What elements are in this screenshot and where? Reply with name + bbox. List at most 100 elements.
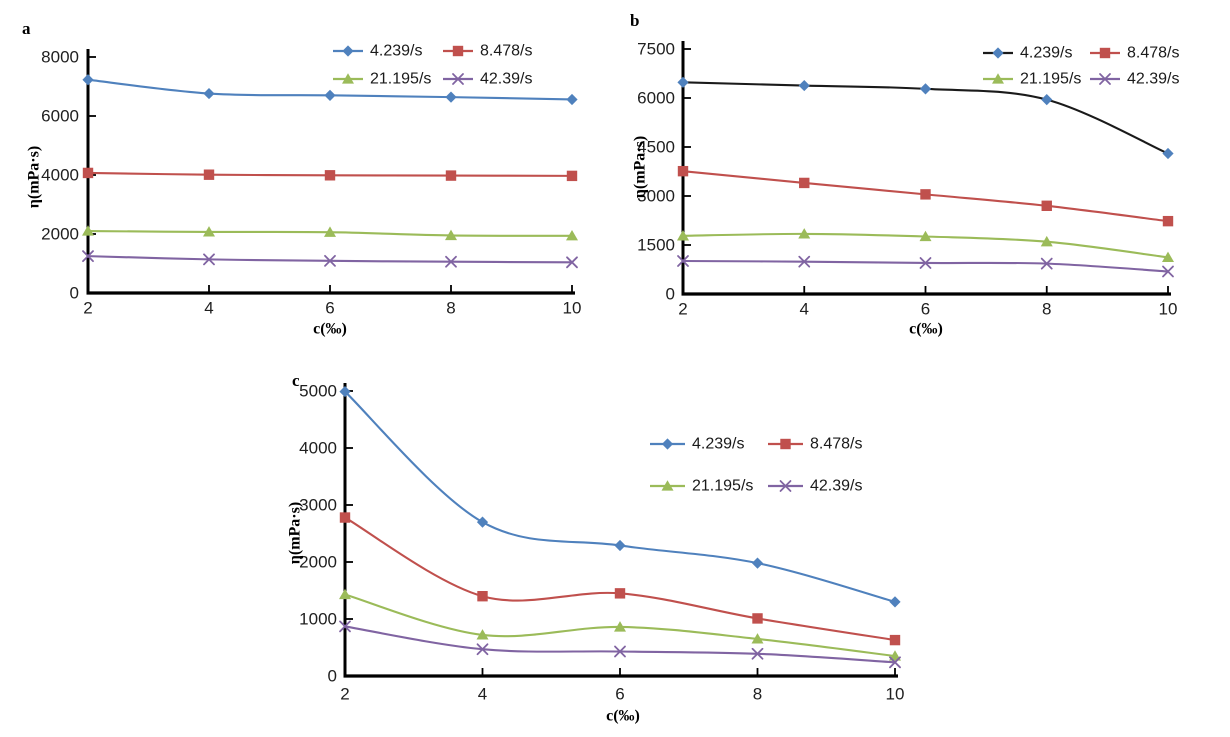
svg-text:4500: 4500 — [637, 138, 675, 157]
y-tick-labels: 0 2000 4000 6000 8000 — [41, 48, 79, 303]
legend-item-21.195/s: 21.195/s — [333, 71, 431, 88]
legend-item-21.195/s: 21.195/s — [650, 478, 753, 495]
y-axis-title: η(mPa·s) — [26, 146, 43, 208]
square-marker — [445, 170, 457, 181]
chart-svg-b: 0 1500 3000 4500 6000 7500 2 4 6 8 10 c(‰) η(mPa·s) 4… — [632, 40, 1180, 338]
legend-label: 4.239/s — [692, 436, 744, 453]
diamond-marker — [82, 74, 94, 86]
square-marker — [477, 591, 488, 602]
svg-text:0: 0 — [70, 284, 79, 303]
y-axis-title: η(mPa·s) — [632, 136, 649, 198]
svg-text:3000: 3000 — [299, 496, 337, 515]
diamond-marker — [445, 91, 457, 103]
legend-item-4.239/s: 4.239/s — [333, 43, 422, 60]
diamond-marker — [324, 89, 336, 101]
svg-text:4000: 4000 — [41, 166, 79, 185]
square-marker — [324, 170, 336, 181]
triangle-marker — [798, 228, 811, 239]
svg-text:2: 2 — [678, 300, 687, 319]
svg-text:0: 0 — [666, 285, 675, 304]
y-tick-labels: 0 1000 2000 3000 4000 5000 — [299, 382, 337, 686]
svg-text:0: 0 — [328, 667, 337, 686]
svg-text:3000: 3000 — [637, 187, 675, 206]
svg-text:4: 4 — [478, 685, 487, 704]
diamond-marker — [919, 83, 932, 95]
legend-label: 4.239/s — [370, 43, 422, 60]
series-42.39/s — [82, 250, 578, 269]
x-marker — [203, 253, 215, 266]
x-marker — [1162, 265, 1174, 278]
diamond-marker — [677, 76, 689, 88]
svg-text:2: 2 — [340, 685, 349, 704]
x-marker — [566, 256, 578, 269]
svg-text:8: 8 — [446, 299, 455, 318]
x-axis-title: c(‰) — [909, 321, 943, 338]
triangle-marker — [566, 229, 578, 241]
series-21.195/s — [339, 588, 901, 661]
svg-text:6: 6 — [325, 299, 334, 318]
svg-text:10: 10 — [1159, 300, 1178, 319]
square-marker — [566, 170, 578, 182]
legend: 4.239/s 8.478/s 21.195/s 42.39/s — [333, 43, 532, 88]
square-marker — [614, 588, 626, 599]
square-marker — [1041, 200, 1052, 211]
series-line — [343, 625, 897, 664]
legend-label: 42.39/s — [1127, 71, 1179, 88]
square-marker — [780, 438, 791, 450]
series-8.478/s — [82, 167, 578, 182]
diamond-marker — [339, 385, 351, 398]
square-marker — [82, 167, 94, 179]
diamond-marker — [342, 45, 354, 57]
legend-item-4.239/s: 4.239/s — [650, 436, 744, 453]
triangle-marker — [342, 73, 354, 84]
square-marker — [677, 165, 689, 177]
square-marker — [339, 512, 351, 523]
chart-panel-b: b 0 1500 3000 4500 6000 7500 2 4 6 8 10 c(‰) η(mPa·s… — [615, 0, 1230, 345]
legend-item-8.478/s: 8.478/s — [768, 436, 862, 453]
x-marker — [677, 255, 689, 267]
triangle-marker — [476, 629, 489, 640]
svg-text:6: 6 — [615, 685, 624, 704]
svg-text:1500: 1500 — [637, 236, 675, 255]
x-marker — [452, 73, 464, 85]
series-42.39/s — [339, 620, 901, 669]
svg-text:4: 4 — [800, 300, 809, 319]
diamond-marker — [661, 438, 674, 450]
series-line — [343, 390, 897, 603]
svg-text:7500: 7500 — [637, 40, 675, 59]
panel-label-a: a — [22, 19, 31, 38]
legend-label: 42.39/s — [810, 478, 862, 495]
square-marker — [889, 634, 901, 646]
legend-label: 21.195/s — [692, 478, 753, 495]
legend-item-21.195/s: 21.195/s — [983, 71, 1081, 88]
triangle-marker — [1162, 251, 1174, 263]
x-marker — [889, 656, 901, 669]
triangle-marker — [445, 229, 457, 241]
axes — [343, 383, 898, 678]
legend: 4.239/s 8.478/s 21.195/s 42.39/s — [650, 436, 862, 495]
panel-label-c: c — [292, 371, 300, 390]
legend-label: 21.195/s — [370, 71, 431, 88]
triangle-marker — [661, 480, 674, 491]
square-marker — [799, 177, 810, 189]
square-marker — [203, 169, 215, 180]
triangle-marker — [339, 588, 351, 600]
legend-item-42.39/s: 42.39/s — [443, 71, 532, 88]
x-marker — [476, 643, 489, 656]
chart-panel-c: c 0 1000 2000 3000 4000 5000 2 4 6 8 10 c(‰) η(mPa·s… — [280, 360, 940, 737]
legend-item-4.239/s: 4.239/s — [983, 45, 1072, 62]
legend-label: 8.478/s — [480, 43, 532, 60]
x-marker — [614, 645, 626, 658]
triangle-marker — [751, 633, 764, 644]
x-marker — [779, 480, 792, 492]
svg-text:8: 8 — [753, 685, 762, 704]
legend-label: 8.478/s — [1127, 45, 1179, 62]
square-marker — [920, 189, 931, 200]
tick-marks — [346, 390, 896, 675]
diamond-marker — [1162, 147, 1174, 160]
svg-text:10: 10 — [563, 299, 582, 318]
panel-label-b: b — [630, 11, 640, 30]
svg-text:4000: 4000 — [299, 439, 337, 458]
svg-text:8: 8 — [1042, 300, 1051, 319]
